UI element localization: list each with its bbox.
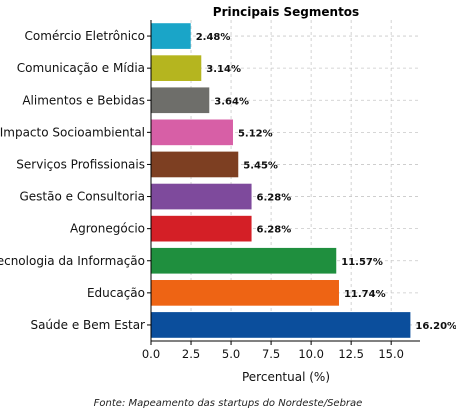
data-label: 11.57% — [341, 257, 383, 268]
category-label: Serviços Profissionais — [16, 157, 145, 171]
axes — [147, 20, 420, 345]
x-tick-label: 0.0 — [142, 347, 160, 361]
x-axis-label: Percentual (%) — [242, 370, 330, 384]
bar-3 — [151, 119, 233, 146]
category-label: Educação — [87, 286, 145, 300]
data-label: 11.74% — [344, 289, 386, 300]
x-tick-label: 7.5 — [262, 347, 280, 361]
data-label: 2.48% — [196, 32, 231, 43]
category-label: Comunicação e Mídia — [17, 61, 145, 75]
data-label: 3.14% — [206, 64, 241, 75]
x-tick-label: 5.0 — [222, 347, 240, 361]
data-label: 16.20% — [415, 321, 456, 332]
category-label: Alimentos e Bebidas — [22, 93, 145, 107]
bar-chart: 0.0 2.5 5.0 7.5 10.0 12.5 15.0 Comércio Eletrôn… — [0, 5, 456, 384]
chart-title: Principais Segmentos — [213, 5, 359, 19]
category-label: Gestão e Consultoria — [19, 190, 145, 204]
x-tick-label: 15.0 — [378, 347, 404, 361]
bar-1 — [151, 55, 202, 81]
data-label: 6.28% — [257, 225, 292, 236]
category-label: Tecnologia da Informação — [0, 254, 145, 268]
category-label: Comércio Eletrônico — [25, 29, 145, 43]
bar-7 — [151, 247, 337, 274]
data-label: 5.12% — [238, 128, 273, 139]
bar-9 — [151, 312, 411, 338]
bar-5 — [151, 183, 252, 210]
x-tick-label: 2.5 — [182, 347, 200, 361]
bar-2 — [151, 87, 210, 114]
bar-8 — [151, 280, 339, 306]
category-label: Impacto Socioambiental — [0, 125, 145, 139]
bars — [151, 23, 411, 338]
bar-6 — [151, 215, 252, 242]
data-label: 6.28% — [257, 193, 292, 204]
labels: 0.0 2.5 5.0 7.5 10.0 12.5 15.0 Comércio Eletrôn… — [0, 29, 456, 361]
x-tick-label: 12.5 — [338, 347, 364, 361]
category-label: Agronegócio — [70, 222, 145, 236]
bar-4 — [151, 151, 239, 178]
category-label: Saúde e Bem Estar — [30, 318, 145, 332]
source-note: Fonte: Mapeamento das startups do Nordes… — [93, 398, 363, 409]
bar-0 — [151, 23, 191, 49]
data-label: 3.64% — [214, 96, 249, 107]
x-tick-label: 10.0 — [298, 347, 324, 361]
data-label: 5.45% — [243, 160, 278, 171]
